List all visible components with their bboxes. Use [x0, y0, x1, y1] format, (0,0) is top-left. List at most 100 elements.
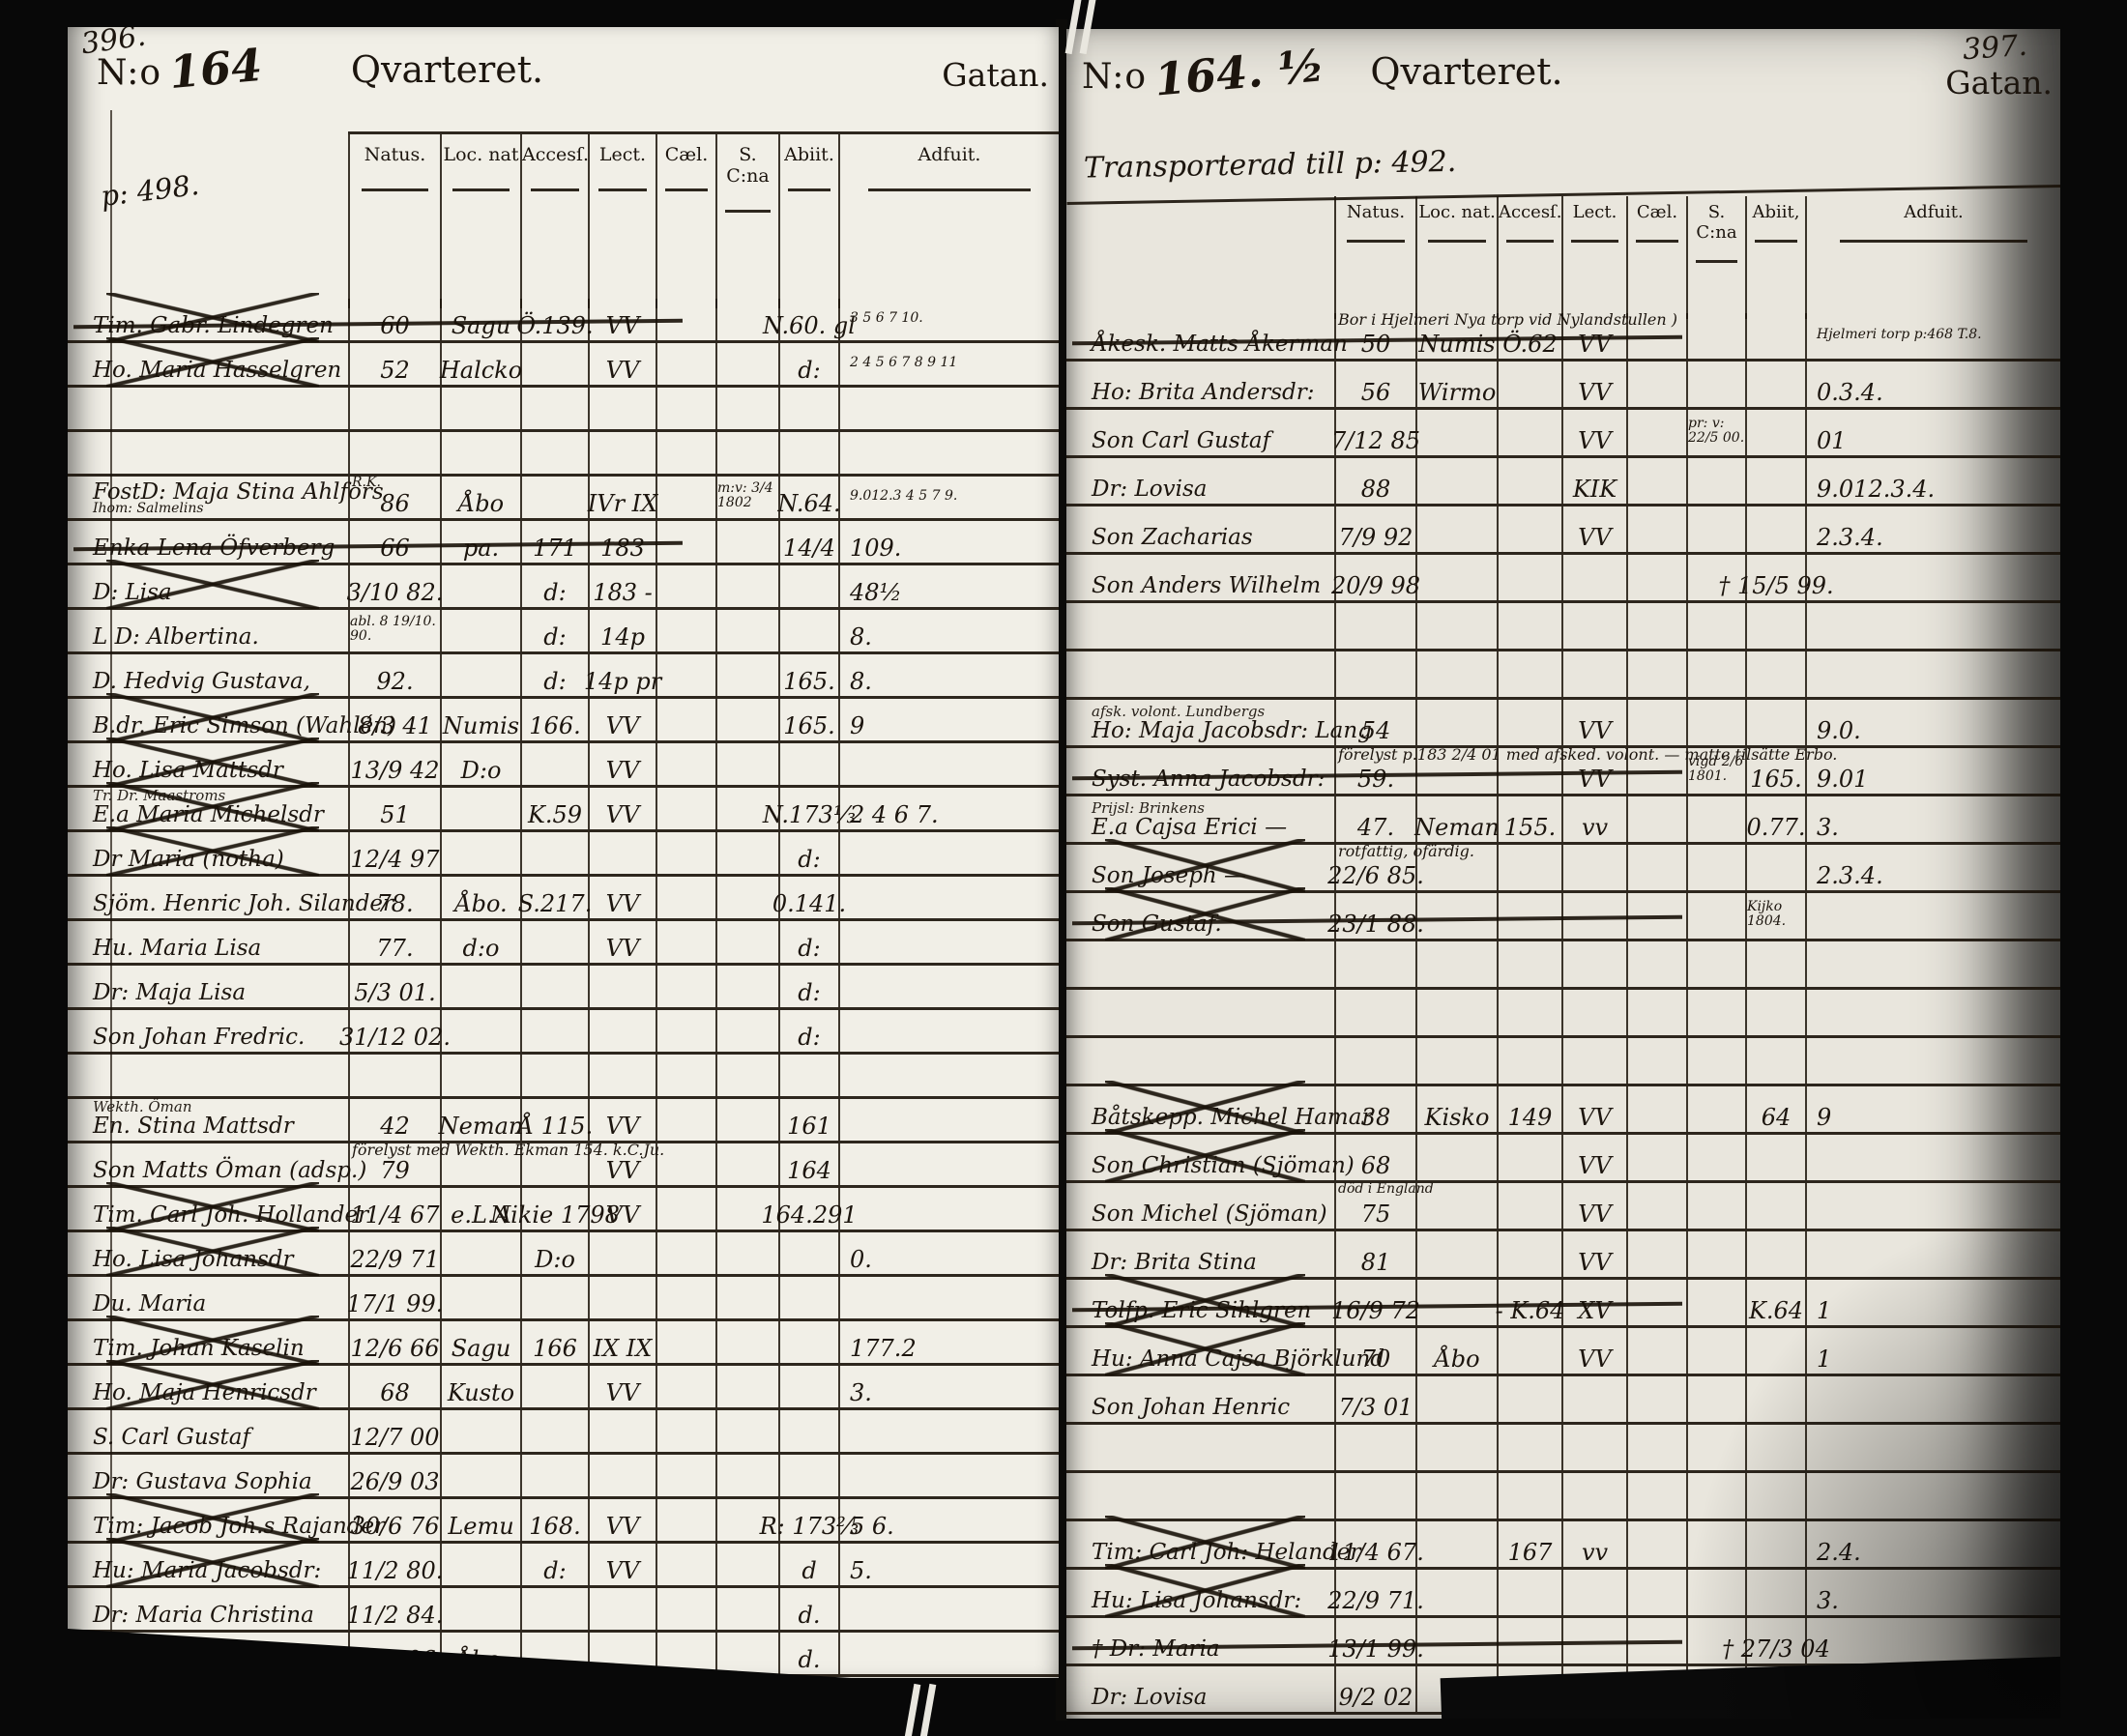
cell-adfuit: 01 [1805, 410, 2060, 455]
cell-accesf [1497, 458, 1561, 504]
cell-accesf [1497, 1570, 1561, 1615]
cell-adfuit: 2 4 6 7. [838, 788, 1059, 829]
cell-natus: 51 [348, 788, 440, 829]
cell-accesf [520, 1410, 588, 1452]
cell-name: Hu. Maria Lisa [68, 921, 348, 963]
cell-adfuit: 9.012.3.4. [1805, 458, 2060, 504]
cell-name: Son Johan Henric [1066, 1376, 1334, 1422]
cell-adfuit [838, 1055, 1059, 1096]
cell-accesf [1497, 1376, 1561, 1422]
cell-abiit [778, 1321, 838, 1363]
cell-scna [1686, 893, 1745, 939]
cell-lect: VV [1561, 1183, 1626, 1229]
no-label: N:o [97, 53, 162, 93]
cell-abiit: 64 [1745, 1086, 1805, 1132]
cell-cael [1626, 1376, 1686, 1422]
cell-accesf: 171 [520, 521, 588, 563]
cell-scna [1686, 1280, 1745, 1325]
cell-cael [1626, 796, 1686, 842]
person-name: Ho. Maja Henricsdr [93, 1379, 316, 1405]
cell-natus: 22/9 71. [1327, 1570, 1424, 1615]
cell-natus: 22/6 85. [1327, 845, 1424, 890]
cell-locnat [1415, 845, 1497, 890]
cell-cael [1626, 1086, 1686, 1132]
cell-natus: 59. [1334, 748, 1415, 794]
cell-scna [1686, 941, 1745, 987]
cell-scna [1686, 313, 1745, 359]
cell-accesf [1497, 845, 1561, 890]
cell-cael [1626, 941, 1686, 987]
cell-lect: 14p pr [584, 654, 661, 696]
cell-scna [1686, 1038, 1745, 1084]
cell-adfuit: 2.3.4. [1805, 506, 2060, 552]
table-row [68, 432, 1059, 477]
cell-scna [1686, 700, 1745, 745]
cell-name: Ho. Maja Henricsdr [68, 1360, 348, 1409]
cell-lect [1561, 1570, 1626, 1615]
table-row: Ho. Lisa Johansdr 22/9 71 D:o 0. [68, 1227, 1059, 1277]
cell-adfuit [1805, 603, 2060, 649]
cell-scna [1686, 990, 1745, 1035]
cell-adfuit: 9.01 [1805, 748, 2060, 794]
cell-natus: 88 [1334, 458, 1415, 504]
cell-accesf [520, 832, 588, 874]
cell-name [1066, 651, 1334, 697]
cell-abiit: d. [778, 1633, 838, 1674]
cell-cael [656, 1232, 715, 1274]
cell-accesf [520, 1588, 588, 1630]
cell-lect: VV [588, 1099, 656, 1141]
table-header: p: 498. Natus. Loc. nat Accesſ. Lect. Cæl. S.… [68, 131, 1059, 308]
cell-name: Son Michel (Sjöman) [1066, 1183, 1334, 1229]
header-rule [1506, 240, 1554, 243]
cell-locnat [1415, 1038, 1497, 1084]
cell-name: Son Johan Fredric. [68, 1010, 348, 1052]
cell-natus [1334, 651, 1415, 697]
person-name: Son Zacharias [1092, 524, 1253, 550]
cell-locnat [1415, 1376, 1497, 1422]
cell-abiit: d. [778, 1588, 838, 1630]
table-row: Son Christian (Sjöman) 68 VV [1066, 1129, 2060, 1183]
cell-cael [656, 832, 715, 874]
person-name: Syst. Anna Jacobsdr: [1092, 766, 1326, 792]
cell-name: Son Christian (Sjöman) [1066, 1129, 1355, 1182]
cell-accesf: d: [520, 654, 588, 696]
cell-scna [715, 1588, 778, 1630]
cell-cael [656, 521, 715, 563]
cell-locnat: Numis [440, 699, 520, 740]
cell-natus: 3/10 82. [347, 565, 443, 607]
cell-cael [656, 1277, 715, 1318]
page-number: 397. [1962, 29, 2029, 68]
cell-name: Son Gustaf. [1066, 887, 1334, 940]
person-name: D: Lisa [93, 579, 172, 605]
cell-accesf: 155. [1497, 796, 1561, 842]
cell-accesf [520, 1455, 588, 1496]
cell-locnat: D:o [440, 743, 520, 785]
table-row [1066, 1473, 2060, 1521]
row-span-note: Bor i Hjelmeri Nya torp vid Nylandstulle… [1338, 310, 1678, 329]
cell-adfuit [1805, 1473, 2060, 1519]
cell-scna [1686, 845, 1745, 890]
table-row: Dr: Maria Christina 11/2 84. d. [68, 1588, 1059, 1633]
column-header: Lect. [588, 134, 656, 308]
cell-natus [348, 432, 440, 474]
cell-name: Ho. Lisa Johansdr [68, 1227, 348, 1276]
cell-locnat [440, 788, 520, 829]
cell-lect [588, 1410, 656, 1452]
person-name: Ho: Brita Andersdr: [1092, 379, 1315, 405]
cell-accesf: 167 [1497, 1521, 1561, 1567]
person-name: Dr Maria (notha) [93, 846, 284, 872]
cell-locnat: Halcko [440, 343, 522, 385]
header-rule [1427, 240, 1487, 243]
person-name: Tim. Johan Kaselin [93, 1335, 305, 1361]
cell-cael [656, 610, 715, 651]
cell-cael [1626, 893, 1686, 939]
cell-cael [656, 1544, 715, 1585]
cell-scna [715, 1188, 778, 1230]
person-name: Dr: Maja Lisa [93, 979, 247, 1005]
cell-natus: 22/9 71 [348, 1232, 440, 1274]
cell-lect [588, 1277, 656, 1318]
table-row [1066, 941, 2060, 990]
person-name: Dr: Lovisa [1092, 1684, 1208, 1710]
table-row: D: Lisa 3/10 82. d: 183 - 48½ [68, 560, 1059, 610]
cell-cael [656, 1588, 715, 1630]
